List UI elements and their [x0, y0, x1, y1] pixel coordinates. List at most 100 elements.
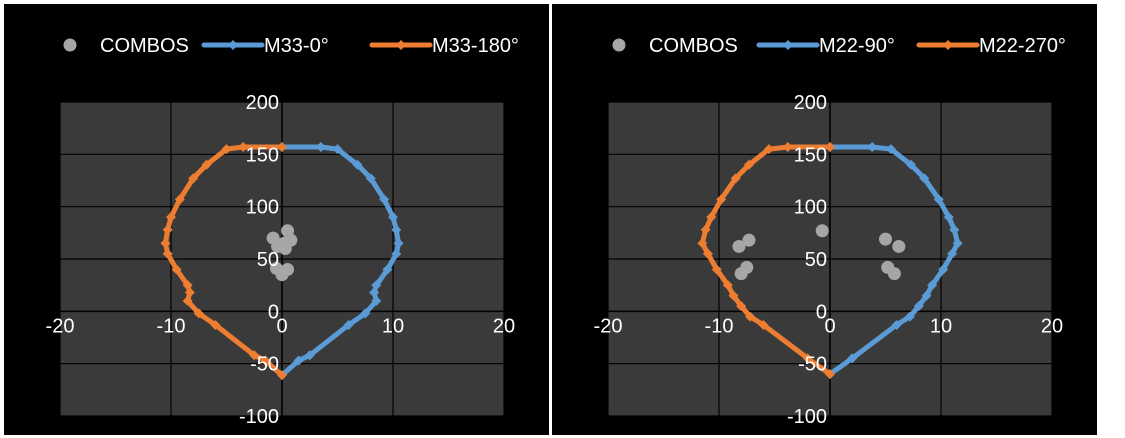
- series-marker: [867, 142, 878, 153]
- y-tick-label: -100: [239, 406, 279, 428]
- combos-point: [742, 233, 756, 247]
- series-marker: [393, 238, 404, 249]
- y-tick-label: 150: [246, 144, 279, 166]
- chart-panel-left: 200 150 100 50 0 -50 -100 -20 -10 0 10 20 COMBOS M33-…: [4, 4, 549, 435]
- series-marker: [304, 350, 315, 361]
- series-marker: [343, 319, 354, 330]
- x-tick-label: 20: [493, 315, 515, 337]
- series-marker: [184, 287, 195, 298]
- legend-label: COMBOS: [649, 35, 738, 57]
- legend-point-swatch: [63, 38, 77, 52]
- series-marker: [371, 295, 382, 306]
- series-marker: [938, 264, 949, 275]
- series-marker: [904, 311, 915, 322]
- x-tick-label: -20: [594, 315, 623, 337]
- series-marker: [728, 290, 739, 301]
- series-marker: [758, 319, 769, 330]
- x-tick-label: 0: [824, 315, 835, 337]
- series-marker: [260, 355, 271, 366]
- series-marker: [763, 144, 774, 155]
- legend-item-1: M22-90°: [756, 35, 895, 57]
- legend-item-0: COMBOS: [63, 35, 189, 57]
- series-marker: [369, 287, 380, 298]
- x-tick-label: -20: [46, 315, 75, 337]
- combos-point: [887, 267, 901, 281]
- series-marker: [171, 264, 182, 275]
- series-marker: [949, 224, 960, 235]
- series-marker: [166, 212, 176, 223]
- legend-point-swatch: [612, 38, 626, 52]
- series-marker: [711, 264, 722, 275]
- legend-label: M33-0°: [264, 35, 329, 57]
- series-marker: [947, 248, 958, 259]
- combos-point: [879, 232, 892, 246]
- series-marker: [332, 144, 343, 155]
- chart-panel-right: 200 150 100 50 0 -50 -100 -20 -10 0 10 20 COMBOS M22-…: [552, 4, 1097, 435]
- legend-marker-swatch: [396, 40, 406, 50]
- series-marker: [825, 369, 835, 380]
- series-marker: [802, 353, 813, 364]
- series-marker: [160, 238, 171, 249]
- combos-point: [815, 224, 829, 238]
- y-tick-label: 0: [816, 301, 827, 323]
- legend-item-1: M33-0°: [201, 35, 329, 57]
- series-marker: [182, 280, 193, 291]
- y-tick-label: 100: [246, 197, 279, 219]
- legend-label: COMBOS: [100, 35, 189, 57]
- series-marker: [391, 224, 402, 235]
- series-marker: [943, 212, 954, 223]
- series-marker: [174, 194, 185, 205]
- series-marker: [162, 224, 173, 235]
- combos-point: [278, 242, 292, 256]
- legend-marker-swatch: [943, 40, 953, 50]
- series-marker: [891, 319, 902, 330]
- y-tick-label: 150: [794, 144, 827, 166]
- series-marker: [886, 144, 897, 155]
- series-marker: [360, 308, 371, 319]
- y-tick-label: 50: [257, 249, 279, 271]
- legend-marker-swatch: [783, 40, 793, 50]
- series-marker: [782, 142, 793, 153]
- y-tick-label: 200: [246, 92, 279, 114]
- series-marker: [277, 370, 287, 381]
- combos-point: [275, 268, 289, 282]
- series-marker: [919, 173, 930, 184]
- legend-marker-swatch: [228, 40, 238, 50]
- combos-point: [732, 239, 746, 253]
- series-marker: [238, 142, 249, 153]
- series-marker: [371, 280, 382, 291]
- legend-label: M22-270°: [979, 35, 1066, 57]
- series-marker: [730, 173, 741, 184]
- series-marker: [736, 301, 747, 312]
- legend-item-2: M33-180°: [369, 35, 519, 57]
- y-tick-label: -50: [250, 354, 279, 376]
- series-marker: [193, 308, 204, 319]
- series-marker: [716, 194, 727, 205]
- legend-item-0: COMBOS: [612, 35, 738, 57]
- y-tick-label: -50: [798, 354, 827, 376]
- legend-label: M33-180°: [432, 35, 519, 57]
- y-tick-label: 50: [805, 249, 827, 271]
- series-marker: [743, 159, 754, 170]
- combos-point: [734, 267, 748, 281]
- x-tick-label: 20: [1041, 315, 1063, 337]
- series-marker: [906, 159, 917, 170]
- series-marker: [379, 194, 390, 205]
- series-marker: [315, 142, 326, 153]
- y-tick-label: 200: [794, 92, 827, 114]
- legend-label: M22-90°: [819, 35, 895, 57]
- combos-point: [892, 239, 906, 253]
- series-marker: [162, 248, 173, 259]
- series-marker: [210, 319, 221, 330]
- series-marker: [277, 142, 287, 153]
- x-tick-label: 0: [276, 315, 287, 337]
- x-tick-label: -10: [157, 315, 186, 337]
- series-marker: [188, 173, 199, 184]
- x-tick-label: -10: [705, 315, 734, 337]
- y-tick-label: -100: [787, 406, 827, 428]
- series-marker: [182, 295, 193, 306]
- series-marker: [391, 248, 402, 259]
- series-marker: [201, 159, 212, 170]
